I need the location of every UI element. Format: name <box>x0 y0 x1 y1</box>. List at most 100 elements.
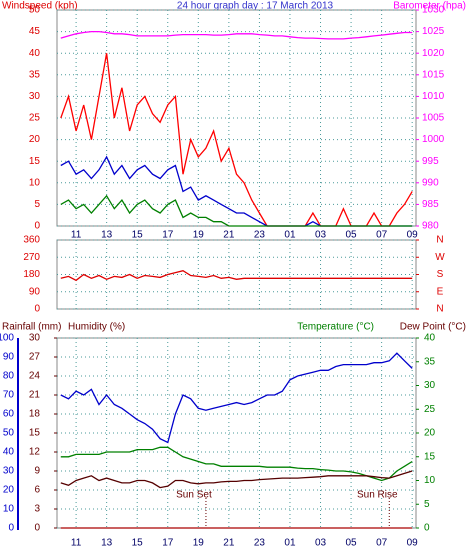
y-tick-label: 30 <box>3 466 15 477</box>
y-tick-label: 0 <box>34 304 40 315</box>
rain-axis-label: Rainfall (mm) <box>2 322 61 333</box>
y-tick-label: 20 <box>3 485 15 496</box>
plot-frame <box>56 239 417 310</box>
y-tick-label: 10 <box>29 177 41 188</box>
annotation: Sun Set <box>176 490 212 501</box>
y-tick-label: 90 <box>29 286 41 297</box>
y3-tick-label: 18 <box>29 409 41 420</box>
x-tick-label: 01 <box>284 538 296 549</box>
y-tick-label: 40 <box>3 447 15 458</box>
plot-frame <box>56 9 417 227</box>
x-tick-label: 19 <box>193 230 205 241</box>
y2-tick-label: 1025 <box>422 26 445 37</box>
y-tick-label: 80 <box>3 371 15 382</box>
x-tick-label: 13 <box>101 230 113 241</box>
series-line <box>60 194 413 227</box>
y2-tick-label: N <box>436 235 443 246</box>
x-tick-label: 09 <box>407 538 419 549</box>
y2-tick-label: 40 <box>424 333 436 344</box>
y-tick-label: 40 <box>29 48 41 59</box>
wind-axis-label: Windspeed (kph) <box>2 1 78 12</box>
y-tick-label: 100 <box>0 333 14 344</box>
y2-tick-label: 30 <box>424 380 436 391</box>
y3-tick-label: 30 <box>29 333 41 344</box>
series-line <box>60 352 413 444</box>
x-tick-label: 03 <box>315 230 327 241</box>
y2-tick-label: 1015 <box>422 69 445 80</box>
x-tick-label: 03 <box>315 538 327 549</box>
y-tick-label: 270 <box>23 252 40 263</box>
x-tick-label: 21 <box>223 230 235 241</box>
y3-tick-label: 6 <box>34 485 40 496</box>
y3-tick-label: 9 <box>34 466 40 477</box>
y2-tick-label: 25 <box>424 404 436 415</box>
y-tick-label: 45 <box>29 26 41 37</box>
y3-tick-label: 0 <box>34 523 40 534</box>
y2-tick-label: 1005 <box>422 113 445 124</box>
y-tick-label: 50 <box>29 5 41 16</box>
y2-tick-label: 995 <box>422 156 439 167</box>
x-tick-label: 23 <box>254 230 266 241</box>
y2-tick-label: 15 <box>424 451 436 462</box>
y2-tick-label: N <box>436 304 443 315</box>
dew-axis-label: Dew Point (°C) <box>400 322 466 333</box>
plot-frame <box>56 337 417 529</box>
y2-tick-label: 990 <box>422 177 439 188</box>
y3-tick-label: 21 <box>29 390 41 401</box>
y3-tick-label: 15 <box>29 428 41 439</box>
x-tick-label: 07 <box>376 538 388 549</box>
x-tick-label: 17 <box>162 538 174 549</box>
x-tick-label: 13 <box>101 538 113 549</box>
y2-tick-label: 1010 <box>422 91 445 102</box>
y-tick-label: 90 <box>3 352 15 363</box>
y2-tick-label: S <box>437 269 444 280</box>
series-line <box>60 446 413 482</box>
temp-axis-label: Temperature (°C) <box>297 322 374 333</box>
y2-tick-label: 20 <box>424 428 436 439</box>
series-line <box>60 470 413 489</box>
x-tick-label: 09 <box>407 230 419 241</box>
y2-tick-label: E <box>437 286 444 297</box>
y2-tick-label: W <box>435 252 445 263</box>
y-tick-label: 0 <box>34 221 40 232</box>
x-tick-label: 21 <box>223 538 235 549</box>
x-tick-label: 05 <box>346 230 358 241</box>
y2-tick-label: 1000 <box>422 134 445 145</box>
y-tick-label: 180 <box>23 269 40 280</box>
x-tick-label: 23 <box>254 538 266 549</box>
x-tick-label: 07 <box>376 230 388 241</box>
y-tick-label: 60 <box>3 409 15 420</box>
y2-tick-label: 1020 <box>422 48 445 59</box>
y2-tick-label: 35 <box>424 356 436 367</box>
x-tick-label: 15 <box>132 538 144 549</box>
y-tick-label: 0 <box>8 523 14 534</box>
chart-title: 24 hour graph day : 17 March 2013 <box>177 1 334 12</box>
y3-tick-label: 12 <box>29 447 41 458</box>
y3-tick-label: 24 <box>29 371 41 382</box>
y-tick-label: 50 <box>3 428 15 439</box>
x-tick-label: 17 <box>162 230 174 241</box>
series-line <box>60 270 413 282</box>
x-tick-label: 05 <box>346 538 358 549</box>
y-tick-label: 5 <box>34 199 40 210</box>
series-line <box>60 30 413 40</box>
y2-tick-label: 5 <box>424 499 430 510</box>
y-tick-label: 30 <box>29 91 41 102</box>
y-tick-label: 25 <box>29 113 41 124</box>
y2-tick-label: 980 <box>422 221 439 232</box>
annotation: Sun Rise <box>357 490 398 501</box>
x-tick-label: 15 <box>132 230 144 241</box>
baro-axis-label: Barometer (hpa) <box>393 1 466 12</box>
y2-tick-label: 10 <box>424 475 436 486</box>
y-tick-label: 70 <box>3 390 15 401</box>
y2-tick-label: 985 <box>422 199 439 210</box>
humidity-axis-label: Humidity (%) <box>68 322 125 333</box>
y-tick-label: 20 <box>29 134 41 145</box>
x-tick-label: 19 <box>193 538 205 549</box>
y-tick-label: 35 <box>29 69 41 80</box>
x-tick-label: 01 <box>284 230 296 241</box>
y-tick-label: 10 <box>3 504 15 515</box>
x-tick-label: 11 <box>71 538 82 549</box>
y2-tick-label: 0 <box>424 523 430 534</box>
y2-tick-label: 1030 <box>422 5 445 16</box>
